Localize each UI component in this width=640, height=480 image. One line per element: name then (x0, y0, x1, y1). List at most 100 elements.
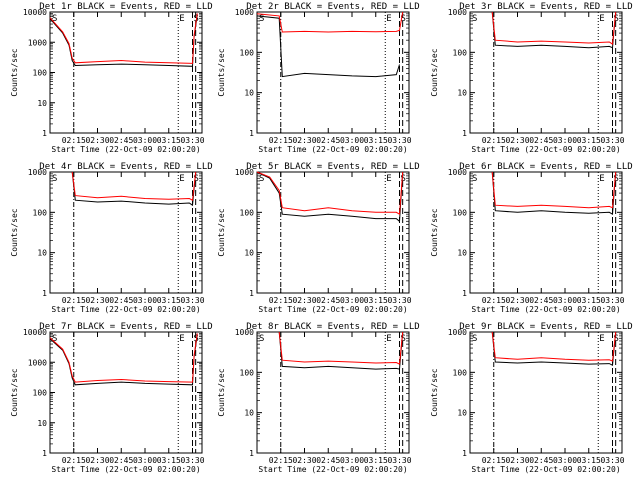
start-marker: S (259, 14, 264, 24)
x-axis-label: Start Time (22-Oct-09 02:00:20) (471, 145, 620, 154)
y-tick-label: 1 (462, 449, 467, 458)
x-tick-label: 03:30 (600, 456, 624, 465)
y-tick-label: 10 (457, 89, 467, 98)
y-tick-label: 1 (249, 289, 254, 298)
start-marker: S (614, 14, 619, 24)
series-line-events (71, 171, 197, 207)
x-tick-label: 03:30 (387, 136, 411, 145)
y-tick-label: 100 (240, 368, 255, 377)
end-marker: E (599, 334, 604, 344)
plot-frame (469, 331, 623, 454)
end-marker: E (386, 334, 391, 344)
x-tick-label: 03:00 (340, 296, 364, 305)
x-tick-label: 02:30 (505, 456, 529, 465)
start-marker: S (401, 174, 406, 184)
y-axis-label: Counts/sec (430, 48, 439, 96)
chart-panel-4: Det 4r BLACK = Events, RED = LLD 1 10 100 10… (10, 162, 213, 314)
y-tick-label: 10 (457, 409, 467, 418)
x-tick-label: 03:00 (553, 136, 577, 145)
x-tick-label: 02:15 (269, 296, 293, 305)
x-tick-label: 03:15 (577, 296, 601, 305)
start-marker: S (472, 14, 477, 24)
series-line-lld (49, 333, 198, 383)
plot-frame (49, 331, 203, 454)
x-tick-label: 02:15 (482, 456, 506, 465)
chart-title: Det 7r BLACK = Events, RED = LLD (39, 322, 212, 332)
start-marker: S (259, 174, 264, 184)
x-tick-label: 03:15 (157, 296, 181, 305)
chart-panel-8: Det 8r BLACK = Events, RED = LLD 1 10 100 10… (217, 322, 420, 474)
start-marker: S (614, 174, 619, 184)
plot-frame (469, 171, 623, 294)
y-tick-label: 10 (244, 249, 254, 258)
x-tick-label: 03:30 (180, 456, 204, 465)
chart-title: Det 5r BLACK = Events, RED = LLD (246, 162, 419, 172)
x-axis-label: Start Time (22-Oct-09 02:00:20) (258, 465, 407, 474)
x-axis-label: Start Time (22-Oct-09 02:00:20) (258, 305, 407, 314)
plot-frame (256, 331, 410, 454)
x-tick-label: 03:30 (600, 296, 624, 305)
y-tick-label: 1000 (448, 328, 467, 337)
x-tick-label: 02:15 (62, 456, 86, 465)
x-tick-label: 02:15 (62, 136, 86, 145)
y-tick-label: 10 (457, 249, 467, 258)
x-tick-label: 02:45 (109, 136, 133, 145)
x-tick-label: 02:45 (109, 456, 133, 465)
x-tick-label: 03:00 (553, 456, 577, 465)
y-axis-label: Counts/sec (10, 368, 19, 416)
y-tick-label: 100 (33, 208, 48, 217)
x-axis-label: Start Time (22-Oct-09 02:00:20) (51, 145, 200, 154)
y-tick-label: 1000 (235, 8, 254, 17)
y-axis-label: Counts/sec (217, 48, 226, 96)
y-tick-label: 1000 (235, 168, 254, 177)
series-line-events (491, 331, 617, 366)
plot-frame (49, 171, 203, 294)
x-axis-label: Start Time (22-Oct-09 02:00:20) (51, 465, 200, 474)
x-tick-label: 03:30 (180, 136, 204, 145)
x-tick-label: 02:30 (85, 456, 109, 465)
start-marker: S (52, 334, 57, 344)
series-line-lld (278, 331, 404, 365)
y-tick-label: 1 (462, 289, 467, 298)
x-tick-label: 03:00 (340, 136, 364, 145)
y-tick-label: 10 (37, 419, 47, 428)
end-marker: E (386, 14, 391, 24)
series-line-events (491, 171, 617, 216)
chart-title: Det 2r BLACK = Events, RED = LLD (246, 2, 419, 12)
y-axis-label: Counts/sec (430, 368, 439, 416)
series-line-lld (491, 11, 617, 45)
y-tick-label: 100 (33, 69, 48, 78)
y-tick-label: 1 (249, 129, 254, 138)
chart-panel-3: Det 3r BLACK = Events, RED = LLD 1 10 100 10… (430, 2, 633, 154)
x-tick-label: 03:30 (600, 136, 624, 145)
x-tick-label: 02:45 (529, 136, 553, 145)
series-line-lld (49, 13, 198, 64)
x-axis-label: Start Time (22-Oct-09 02:00:20) (51, 305, 200, 314)
start-marker: S (194, 174, 199, 184)
y-tick-label: 1 (42, 449, 47, 458)
y-tick-label: 100 (453, 48, 468, 57)
x-tick-label: 02:45 (529, 296, 553, 305)
y-axis-label: Counts/sec (217, 368, 226, 416)
x-tick-label: 03:15 (157, 456, 181, 465)
y-tick-label: 10000 (23, 8, 47, 17)
start-marker: S (401, 334, 406, 344)
y-tick-label: 1000 (448, 168, 467, 177)
series-line-lld (491, 331, 617, 362)
chart-panel-1: Det 1r BLACK = Events, RED = LLD 1 10 100 10… (10, 2, 213, 154)
series-line-lld (491, 171, 617, 209)
x-tick-label: 03:00 (340, 456, 364, 465)
x-tick-label: 02:45 (316, 136, 340, 145)
y-tick-label: 100 (453, 368, 468, 377)
y-axis-label: Counts/sec (10, 208, 19, 256)
y-tick-label: 1 (462, 129, 467, 138)
chart-title: Det 3r BLACK = Events, RED = LLD (459, 2, 632, 12)
y-tick-label: 1000 (28, 358, 47, 367)
chart-title: Det 1r BLACK = Events, RED = LLD (39, 2, 212, 12)
x-tick-label: 02:45 (109, 296, 133, 305)
y-tick-label: 1 (249, 449, 254, 458)
chart-panel-2: Det 2r BLACK = Events, RED = LLD 1 10 100 10… (217, 2, 420, 154)
x-axis-label: Start Time (22-Oct-09 02:00:20) (471, 305, 620, 314)
chart-title: Det 4r BLACK = Events, RED = LLD (39, 162, 212, 172)
